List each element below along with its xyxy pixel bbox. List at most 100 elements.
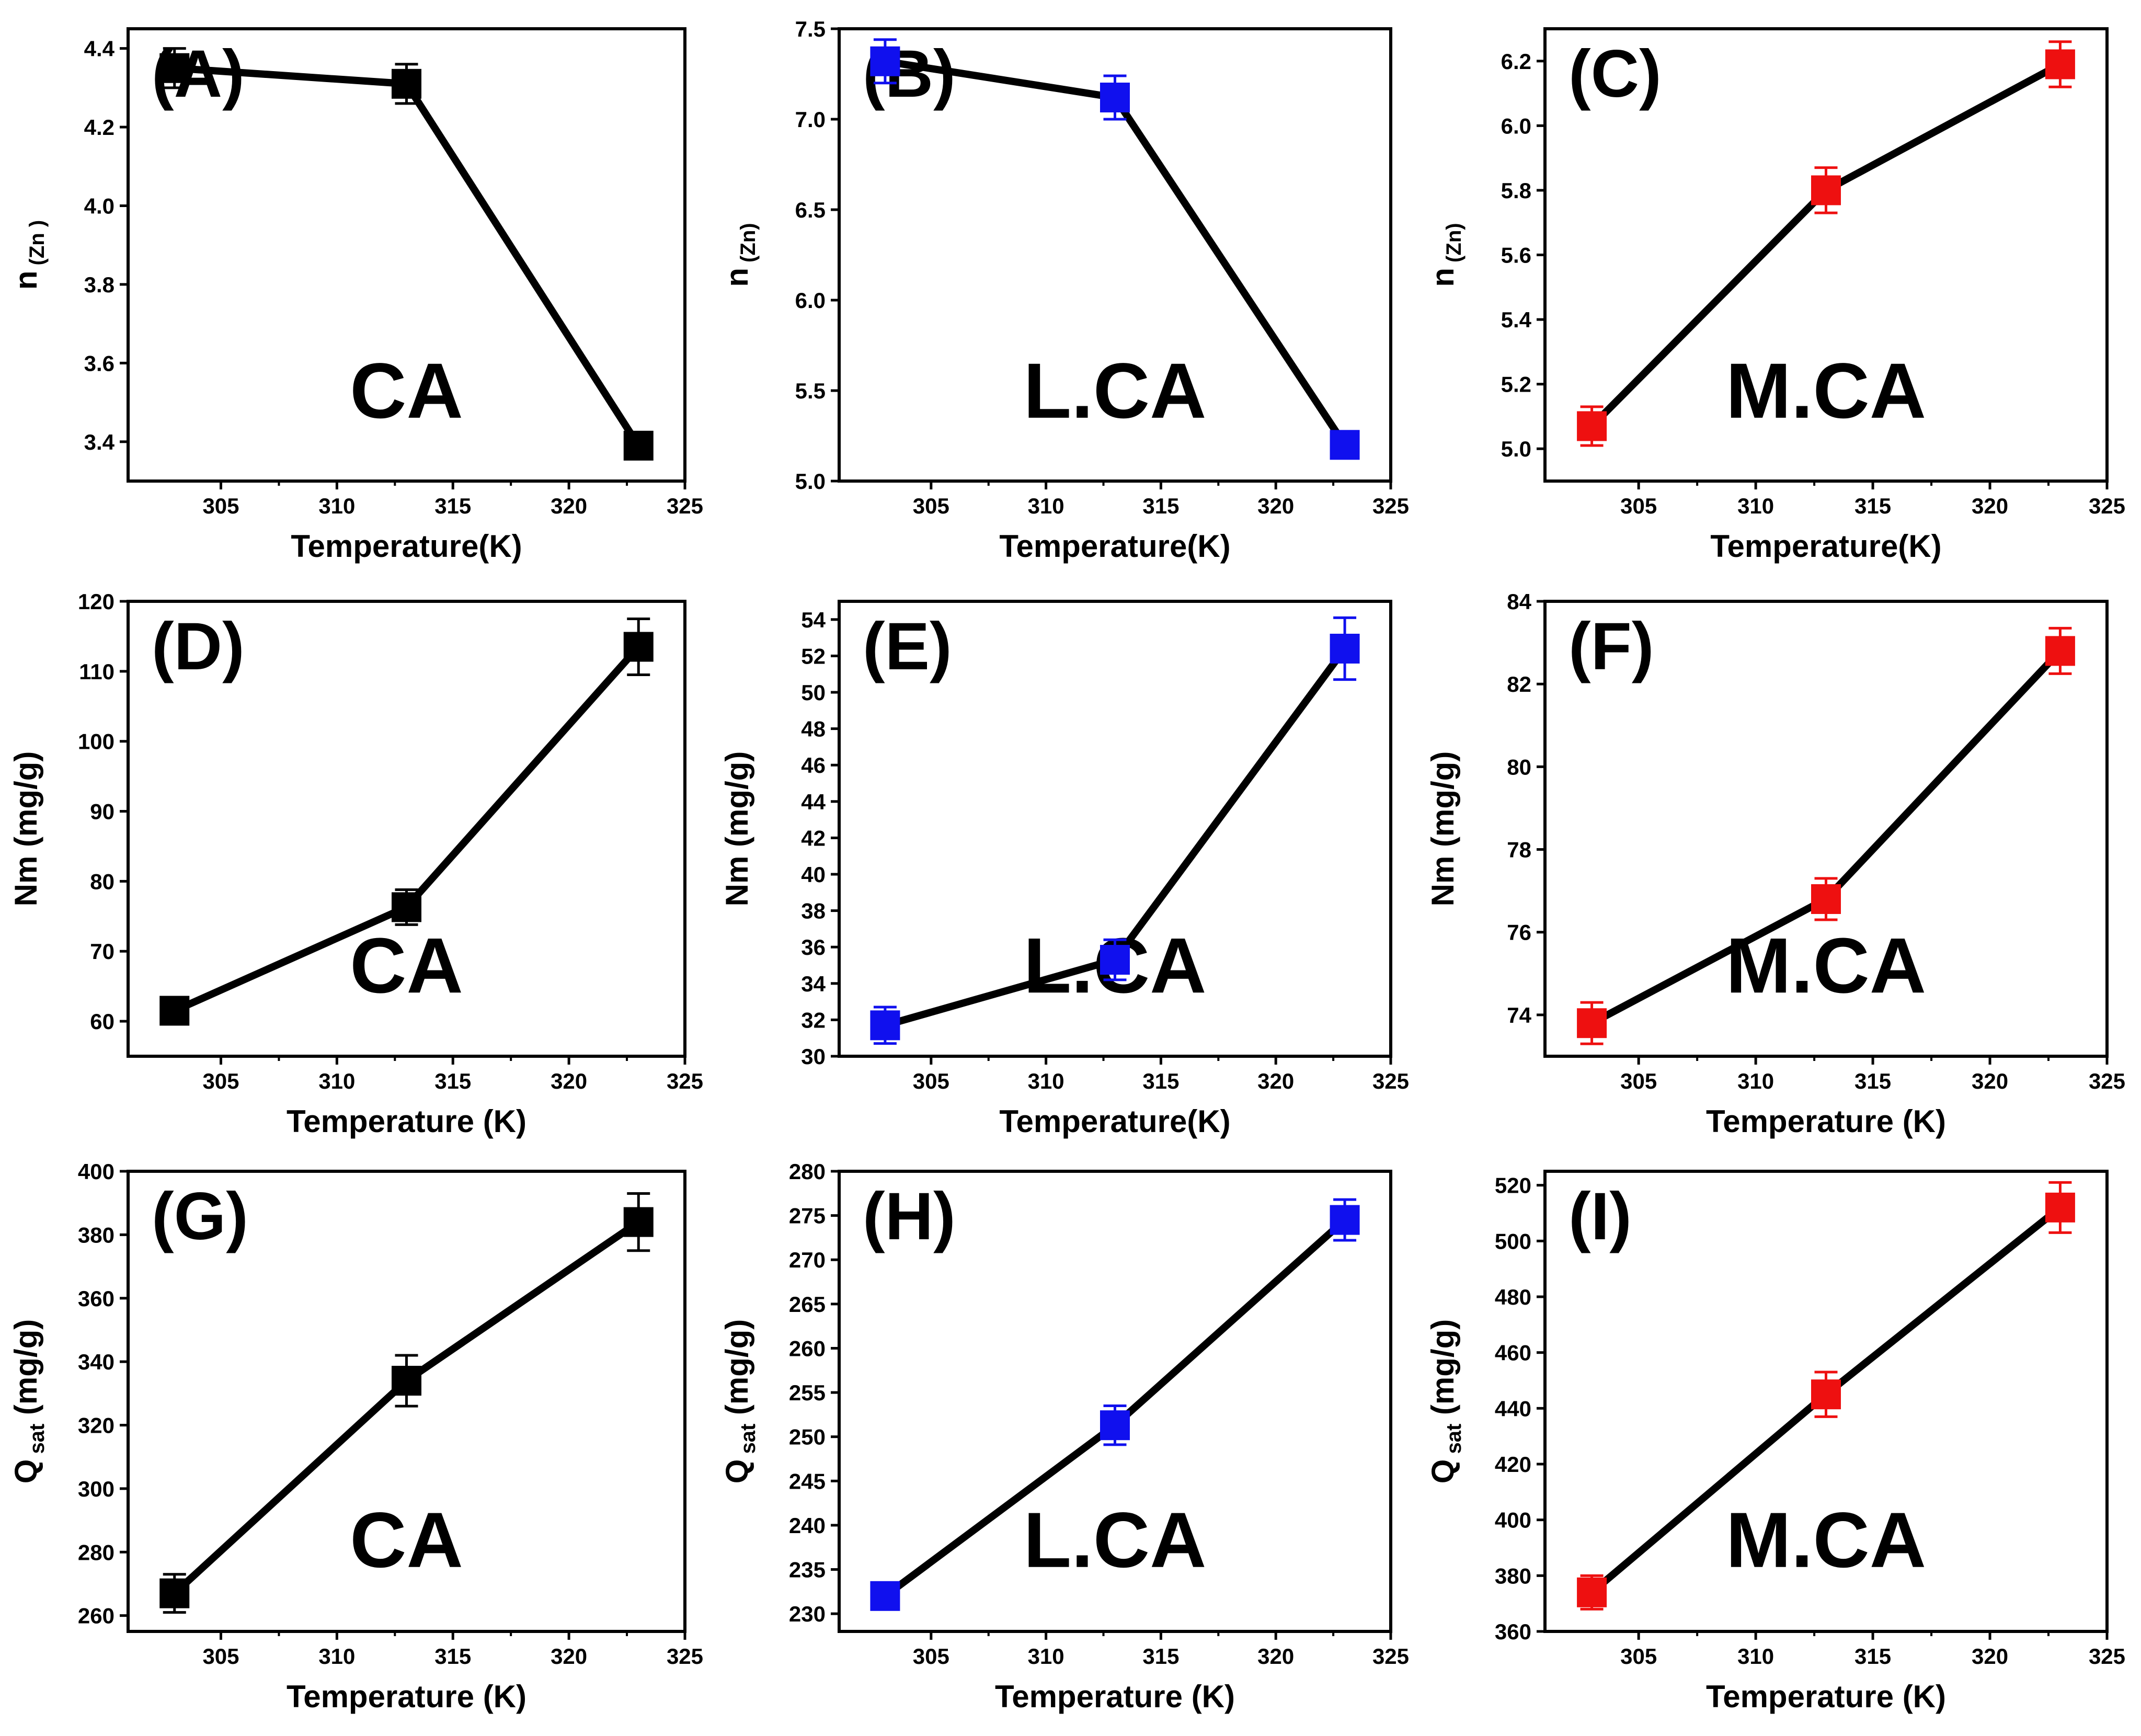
data-point bbox=[1577, 411, 1607, 441]
x-tick-label: 315 bbox=[434, 1069, 471, 1093]
plot-frame bbox=[127, 27, 686, 483]
y-tick-label: 34 bbox=[801, 972, 826, 996]
x-tick-label: 320 bbox=[1257, 494, 1294, 518]
y-tick-label: 74 bbox=[1507, 1003, 1531, 1027]
data-point bbox=[1330, 633, 1360, 664]
panel-c: 305 310 315 320 325 5.0 5.2 5.4 5.6 5.8 6.0 6.2 Temp… bbox=[1425, 27, 2125, 564]
plot-frame bbox=[838, 600, 1392, 1058]
y-tick-label: 84 bbox=[1507, 589, 1531, 614]
panel-i: 305 310 315 320 325 360 380 400 420 440 460 480 500 5… bbox=[1425, 1170, 2125, 1714]
x-tick-label: 305 bbox=[913, 494, 949, 518]
y-tick-label: 110 bbox=[79, 659, 115, 684]
data-point bbox=[159, 53, 190, 83]
y-tick-label: 54 bbox=[801, 608, 826, 632]
x-tick-label: 315 bbox=[434, 1644, 471, 1669]
y-tick-label: 280 bbox=[78, 1540, 115, 1564]
x-axis-title: Temperature (K) bbox=[1706, 1104, 1946, 1139]
panel-letter: (D) bbox=[152, 609, 245, 684]
y-tick-label: 30 bbox=[801, 1044, 826, 1069]
panel-h: 305 310 315 320 325 230 235 240 245 250 255 260 265 2… bbox=[719, 1159, 1409, 1714]
y-tick-label: 380 bbox=[1495, 1563, 1531, 1588]
x-tick-label: 320 bbox=[551, 1069, 587, 1093]
y-tick-label: 80 bbox=[1507, 755, 1531, 779]
y-tick-label: 70 bbox=[90, 939, 115, 964]
panel-g: 305 310 315 320 325 260 280 300 320 340 360 380 400 T… bbox=[8, 1159, 703, 1714]
x-tick-label: 320 bbox=[1257, 1069, 1294, 1093]
data-point bbox=[1811, 175, 1841, 205]
x-tick-label: 315 bbox=[1854, 494, 1891, 518]
y-tick-label: 5.4 bbox=[1501, 307, 1532, 332]
x-tick-label: 310 bbox=[318, 494, 355, 518]
y-tick-label: 270 bbox=[789, 1248, 826, 1272]
y-tick-label: 78 bbox=[1507, 838, 1531, 862]
y-tick-label: 400 bbox=[1495, 1508, 1531, 1533]
data-point bbox=[1577, 1008, 1607, 1038]
data-point bbox=[870, 1010, 900, 1041]
sample-label: CA bbox=[350, 921, 463, 1009]
panel-letter: (F) bbox=[1568, 609, 1654, 684]
x-tick-label: 305 bbox=[1620, 494, 1657, 518]
x-tick-label: 305 bbox=[913, 1644, 949, 1669]
y-tick-label: 360 bbox=[78, 1286, 115, 1311]
x-tick-label: 305 bbox=[202, 494, 239, 518]
y-tick-label: 480 bbox=[1495, 1285, 1531, 1309]
y-tick-label: 5.0 bbox=[1501, 437, 1531, 461]
x-tick-label: 310 bbox=[1737, 1644, 1774, 1669]
y-tick-label: 320 bbox=[78, 1413, 115, 1438]
sample-label: M.CA bbox=[1726, 347, 1926, 435]
x-tick-label: 305 bbox=[202, 1069, 239, 1093]
y-tick-label: 235 bbox=[789, 1558, 826, 1582]
y-tick-label: 90 bbox=[90, 800, 115, 824]
y-tick-label: 6.0 bbox=[1501, 113, 1531, 138]
y-tick-label: 280 bbox=[789, 1159, 826, 1184]
y-tick-label: 250 bbox=[789, 1425, 826, 1449]
x-tick-label: 310 bbox=[1737, 494, 1774, 518]
y-axis-title: Qsat (mg/g) bbox=[1425, 1319, 1466, 1483]
plot-frame bbox=[838, 1170, 1392, 1633]
panel-letter: (I) bbox=[1568, 1179, 1632, 1254]
y-tick-label: 3.4 bbox=[84, 430, 115, 454]
y-tick-label: 5.8 bbox=[1501, 178, 1531, 203]
x-axis-title: Temperature (K) bbox=[287, 1104, 526, 1139]
data-point bbox=[1811, 1379, 1841, 1410]
x-axis-title: Temperature (K) bbox=[287, 1679, 526, 1714]
x-tick-label: 315 bbox=[434, 494, 471, 518]
y-tick-label: 38 bbox=[801, 899, 826, 923]
x-tick-label: 320 bbox=[551, 1644, 587, 1669]
y-tick-label: 340 bbox=[78, 1350, 115, 1374]
sample-label: L.CA bbox=[1024, 1496, 1207, 1584]
y-tick-label: 7.5 bbox=[795, 17, 826, 41]
y-tick-label: 440 bbox=[1495, 1396, 1531, 1421]
y-tick-label: 80 bbox=[90, 869, 115, 894]
y-axis-title: n(Zn ) bbox=[8, 220, 49, 290]
y-axis-title: Qsat (mg/g) bbox=[8, 1319, 49, 1483]
y-tick-label: 520 bbox=[1495, 1173, 1531, 1198]
plot-frame bbox=[1543, 1170, 2109, 1633]
data-point bbox=[1330, 430, 1360, 460]
y-tick-label: 6.0 bbox=[795, 288, 826, 313]
x-axis-title: Temperature(K) bbox=[999, 1104, 1230, 1139]
panel-letter: (G) bbox=[152, 1179, 248, 1254]
y-tick-label: 4.4 bbox=[84, 37, 115, 61]
y-tick-label: 32 bbox=[801, 1008, 826, 1032]
x-tick-label: 310 bbox=[1028, 1644, 1064, 1669]
x-tick-label: 310 bbox=[1028, 1069, 1064, 1093]
x-tick-label: 310 bbox=[1028, 494, 1064, 518]
y-tick-label: 400 bbox=[78, 1159, 115, 1184]
x-tick-label: 315 bbox=[1142, 1644, 1179, 1669]
y-tick-label: 265 bbox=[789, 1292, 826, 1317]
y-tick-label: 380 bbox=[78, 1223, 115, 1247]
data-point bbox=[2045, 1192, 2075, 1223]
x-tick-label: 305 bbox=[1620, 1069, 1657, 1093]
y-tick-label: 52 bbox=[801, 644, 826, 668]
y-tick-label: 6.5 bbox=[795, 198, 826, 222]
y-tick-label: 260 bbox=[78, 1604, 115, 1628]
x-tick-label: 305 bbox=[1620, 1644, 1657, 1669]
data-point bbox=[1577, 1577, 1607, 1607]
y-tick-label: 76 bbox=[1507, 920, 1531, 945]
plot-frame bbox=[1543, 600, 2109, 1058]
y-tick-label: 360 bbox=[1495, 1619, 1531, 1644]
y-tick-label: 3.6 bbox=[84, 351, 115, 375]
y-axis-title: Nm (mg/g) bbox=[1425, 751, 1460, 907]
